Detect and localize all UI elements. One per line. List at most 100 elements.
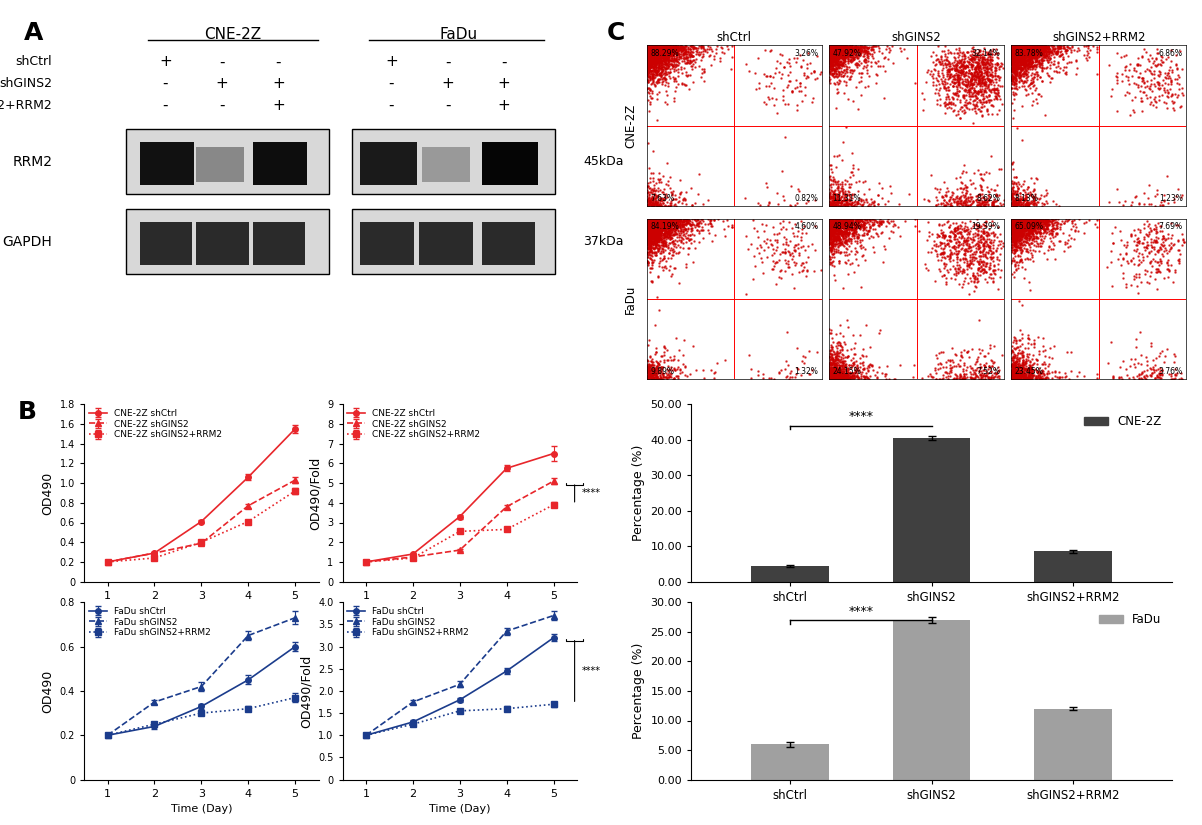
Point (1005, 48, 1024, 61)
Point (783, 85, 802, 98)
Point (1013, 230, 1033, 243)
Point (1010, 334, 1029, 347)
Point (639, 240, 659, 253)
Point (850, 43, 869, 56)
Point (829, 327, 849, 340)
Point (1007, 187, 1027, 200)
Point (637, 212, 656, 225)
Point (821, 57, 840, 70)
Point (831, 41, 850, 54)
Point (1017, 213, 1036, 226)
Point (661, 45, 680, 59)
Bar (352, 209, 555, 274)
Point (644, 68, 664, 81)
Point (1001, 373, 1020, 386)
Point (1013, 47, 1033, 60)
Point (1004, 349, 1023, 362)
Point (1006, 40, 1025, 54)
Point (1008, 238, 1028, 252)
Point (982, 372, 1001, 385)
Point (822, 351, 841, 364)
Point (647, 189, 666, 202)
Point (1022, 40, 1041, 53)
Point (661, 42, 680, 55)
Point (823, 195, 843, 208)
Point (1088, 41, 1107, 54)
Point (822, 42, 841, 55)
Point (638, 43, 657, 56)
Point (649, 42, 668, 55)
Point (1031, 39, 1051, 52)
Point (1002, 217, 1022, 230)
Point (1027, 45, 1046, 58)
Point (638, 370, 657, 383)
Point (659, 252, 678, 265)
Point (1031, 50, 1051, 63)
Point (1020, 45, 1040, 58)
Point (642, 167, 661, 180)
Point (641, 43, 660, 56)
Point (1144, 78, 1164, 91)
Point (825, 47, 844, 60)
Point (1039, 243, 1058, 257)
Point (676, 223, 695, 236)
Point (965, 218, 984, 231)
Point (648, 46, 667, 59)
Point (1010, 214, 1029, 227)
Point (823, 224, 843, 238)
Point (642, 72, 661, 85)
Point (659, 40, 678, 53)
Point (1043, 48, 1063, 61)
Point (962, 257, 981, 270)
Point (826, 217, 845, 230)
Point (1014, 42, 1034, 55)
Point (1117, 277, 1136, 290)
Point (1022, 45, 1041, 59)
Point (964, 166, 983, 179)
Point (1013, 45, 1033, 59)
Point (641, 224, 660, 237)
Point (954, 88, 974, 101)
Point (1146, 248, 1165, 261)
Point (709, 213, 728, 226)
Point (677, 197, 696, 210)
Point (639, 176, 659, 189)
Point (1005, 235, 1024, 248)
Point (1020, 219, 1040, 232)
Point (655, 40, 674, 54)
Point (849, 218, 868, 231)
Point (657, 212, 677, 225)
Point (654, 53, 673, 66)
Point (1019, 59, 1039, 73)
Point (1025, 68, 1045, 81)
Point (1010, 62, 1029, 75)
Point (825, 224, 844, 238)
Point (916, 76, 935, 89)
Point (822, 351, 841, 364)
Point (1011, 361, 1030, 375)
Point (1010, 44, 1029, 57)
Point (852, 214, 871, 228)
Point (1029, 39, 1048, 52)
Point (1017, 212, 1036, 225)
Point (638, 52, 657, 65)
Point (874, 91, 893, 104)
Point (831, 370, 850, 383)
Point (1138, 238, 1158, 252)
Point (1023, 45, 1042, 58)
Point (1011, 220, 1030, 233)
Point (823, 187, 843, 200)
Point (666, 53, 685, 66)
Point (650, 217, 670, 230)
Point (827, 358, 846, 371)
Point (1028, 217, 1047, 230)
Point (822, 217, 841, 230)
Point (804, 65, 823, 78)
Point (1010, 213, 1029, 226)
Point (823, 45, 843, 59)
Point (1011, 214, 1030, 227)
Point (820, 74, 839, 87)
Point (1018, 220, 1037, 233)
Point (642, 59, 661, 73)
Point (827, 213, 846, 226)
